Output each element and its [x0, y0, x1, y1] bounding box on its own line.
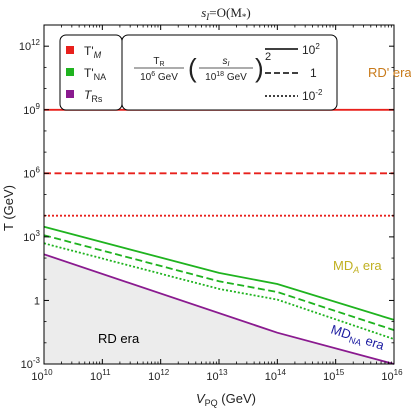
legend-style-label-solid: 102 — [302, 42, 320, 57]
x-tick-label: 1015 — [323, 368, 345, 383]
x-tick-label: 1011 — [90, 368, 111, 383]
series-tna-solid — [43, 225, 395, 321]
y-axis-ticks: 10-3 1 103 106 109 1012 — [19, 24, 394, 371]
x-tick-label: 1013 — [206, 368, 228, 383]
x-tick-label: 1014 — [265, 368, 287, 383]
y-tick-label: 1012 — [19, 38, 41, 53]
annotation-rd-era: RD era — [98, 331, 140, 346]
legend-series-swatch-tna — [66, 68, 74, 76]
y-tick-label: 106 — [23, 165, 40, 180]
series-tna-dotted — [43, 242, 395, 340]
y-tick-label: 1 — [34, 295, 40, 307]
annotation-rd-prime-era: RD' era — [368, 65, 411, 80]
legend-style-label-dotted: 10-2 — [302, 88, 323, 103]
legend-power: 2 — [265, 51, 271, 63]
legend-paren-close: ) — [255, 53, 264, 83]
y-tick-label: 103 — [23, 229, 40, 244]
y-tick-label: 10-3 — [21, 356, 41, 371]
series-trs-solid — [43, 253, 395, 365]
legend-style-label-dashed: 1 — [310, 66, 317, 80]
legend-series-label-tm: T'M — [84, 44, 102, 60]
legend-styles-box — [121, 34, 338, 111]
rd-region — [44, 254, 394, 364]
series-tna-dashed — [43, 234, 395, 331]
x-tick-label: 1012 — [148, 368, 170, 383]
y-tick-label: 109 — [23, 102, 40, 117]
legend-series-label-trs: TRs — [84, 88, 103, 104]
legend-series-label-tna: T'NA — [84, 66, 106, 82]
annotation-md-a-era: MDA era — [333, 258, 382, 275]
x-tick-label: 1016 — [381, 368, 403, 383]
legend-paren-open: ( — [188, 53, 197, 83]
y-axis-label: T (GeV) — [1, 185, 16, 231]
chart-title: sI=O(M*) — [201, 5, 251, 22]
legend-frac1-num: TR — [153, 56, 164, 68]
legend-frac1-den: 106 GeV — [140, 71, 178, 83]
legend-series-swatch-trs — [66, 90, 74, 98]
rd-region-fill — [44, 254, 394, 364]
legend-frac2-den: 1018 GeV — [205, 71, 247, 83]
x-axis-label: VPQ (GeV) — [196, 391, 256, 408]
legend-frac2-num: sI — [223, 56, 230, 68]
x-tick-label: 1010 — [31, 368, 53, 383]
annotation-md-na-era: MDNA era — [328, 322, 386, 355]
x-axis-ticks: 1010 1011 1012 1013 1014 1015 1016 — [31, 25, 403, 383]
legend: T'M T'NA TRs TR 106 GeV ( sI 1018 GeV ) … — [59, 34, 338, 111]
legend-series-swatch-tm — [66, 46, 74, 54]
